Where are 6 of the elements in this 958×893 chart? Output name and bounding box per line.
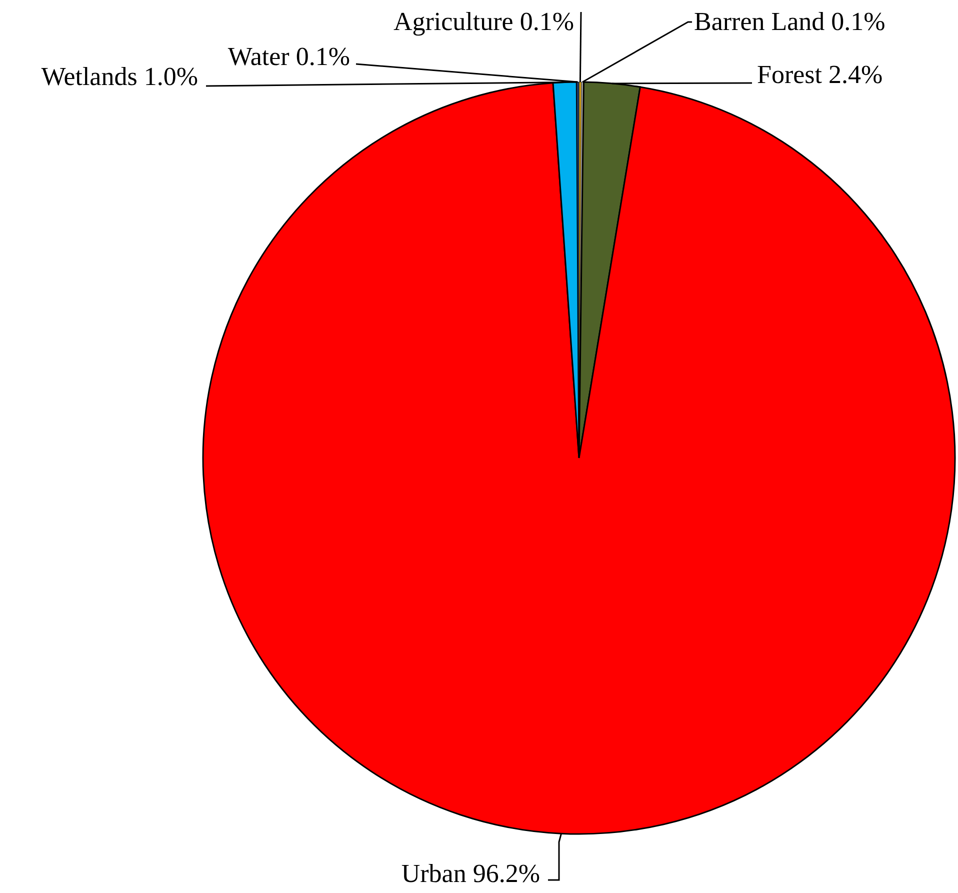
slice-label: Agriculture 0.1%: [393, 7, 574, 36]
slice-label: Forest 2.4%: [757, 60, 883, 89]
slice-label: Urban 96.2%: [401, 859, 540, 888]
slice-label: Wetlands 1.0%: [41, 62, 198, 91]
slice-label: Water 0.1%: [228, 42, 350, 71]
slice-label: Barren Land 0.1%: [694, 7, 886, 36]
